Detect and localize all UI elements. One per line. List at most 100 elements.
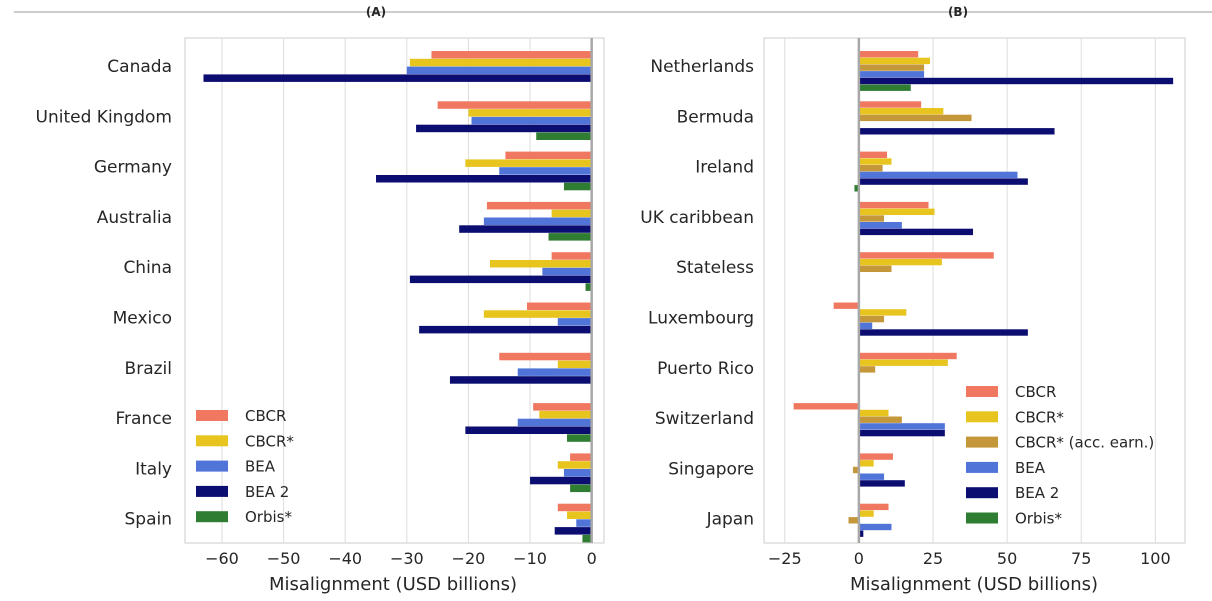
panel-b-bar-bea-2 — [858, 429, 945, 437]
panel-b-bar-bea-2 — [858, 530, 864, 537]
panel-a-bar-bea-2 — [376, 175, 592, 183]
panel-b-category-label: Luxembourg — [648, 309, 754, 329]
panel-b-frame — [763, 37, 1186, 544]
panel-a-bar-bea-2 — [203, 74, 592, 82]
panel-b-category-label: Ireland — [695, 158, 754, 178]
panel-a-bar-cbcr — [567, 511, 592, 519]
panel-b-legend-label: CBCR* — [1015, 408, 1064, 426]
panel-a-x-tick-label: −20 — [452, 549, 486, 568]
panel-a-legend-swatch — [196, 511, 228, 523]
panel-a-category-label: United Kingdom — [36, 107, 172, 127]
panel-b-bar-cbcr-acc-earn — [858, 265, 892, 272]
panel-b-bar-cbcr-acc-earn — [858, 416, 902, 423]
panel-a-bar-orbis — [563, 182, 592, 191]
panel-a-category-label: China — [123, 258, 172, 278]
panel-a-bar-bea — [406, 66, 592, 75]
panel-a-x-axis-title: Misalignment (USD billions) — [269, 574, 517, 595]
panel-b-bar-orbis — [854, 185, 859, 192]
panel-b-bar-cbcr-acc-earn — [858, 366, 876, 373]
panel-a-bar-cbcr — [557, 503, 592, 512]
panel-b-bar-cbcr — [858, 309, 907, 316]
panel-a-bar-cbcr — [557, 461, 592, 469]
panel-a-bar-orbis — [567, 434, 592, 442]
panel-b-bar-bea-2 — [858, 480, 905, 487]
panel-a-x-ticks: −60 −50 −40 −30 −20 −10 0 — [205, 549, 597, 568]
panel-a-legend-label: BEA — [245, 458, 276, 476]
panel-b-bar-bea — [858, 222, 902, 229]
panel-b-x-tick-label: −25 — [768, 549, 802, 568]
panel-b-category-label: Switzerland — [655, 409, 754, 429]
panel-a-bar-bea — [517, 418, 592, 427]
panel-a-bar-orbis — [585, 283, 592, 291]
panel-a-bar-cbcr — [539, 410, 592, 419]
panel-a-bar-cbcr — [483, 310, 592, 318]
panel-a-category-label: Germany — [94, 158, 172, 178]
panel-a-bar-bea — [557, 318, 592, 326]
panel-a-bar-cbcr — [551, 209, 592, 218]
panel-b-legend-label: BEA 2 — [1015, 484, 1059, 502]
panel-a-bar-cbcr — [533, 403, 592, 411]
panel-b-bar-bea-2 — [858, 228, 974, 236]
panel-b-legend-swatch — [966, 487, 998, 499]
panel-b-bar-cbcr-acc-earn — [858, 215, 885, 222]
panel-b-bar-cbcr — [858, 101, 922, 108]
panel-b-title: (B) — [948, 5, 968, 19]
panel-a-x-tick-label: −40 — [328, 549, 362, 568]
panel-b-bar-cbcr — [858, 158, 892, 165]
panel-b-legend-label: CBCR — [1015, 383, 1056, 401]
panel-b-bar-cbcr — [858, 352, 957, 360]
panel-b-legend-label: BEA — [1015, 459, 1046, 477]
panel-b-bars — [793, 51, 1174, 537]
panel-a-bar-cbcr — [526, 302, 592, 310]
panel-b-legend-swatch — [966, 436, 998, 448]
panel-a-bar-bea-2 — [416, 124, 592, 133]
panel-b-bar-bea — [858, 322, 873, 329]
panel-b-bar-cbcr-acc-earn — [848, 517, 859, 524]
panel-a-legend-swatch — [196, 485, 228, 497]
panel-b-bar-cbcr — [858, 359, 948, 366]
panel-b-bar-bea — [858, 523, 892, 531]
panel-b-bar-cbcr — [793, 403, 859, 410]
panel-b-x-tick-label: 50 — [997, 549, 1017, 568]
panel-b-bar-bea — [858, 473, 885, 480]
panel-b-bar-orbis — [858, 84, 911, 91]
panel-b-bar-cbcr — [858, 453, 893, 460]
panel-a-bar-bea — [499, 167, 592, 175]
panel-b-legend-label: CBCR* (acc. earn.) — [1015, 434, 1154, 452]
panel-b-bar-cbcr — [858, 57, 931, 65]
panel-a-bar-cbcr — [468, 109, 592, 117]
panel-a-legend-swatch — [196, 460, 228, 472]
panel-b-category-label: Stateless — [676, 258, 754, 278]
panel-a-legend: CBCR CBCR* BEA BEA 2 Orbis* — [196, 407, 294, 526]
panel-b-category-label: Singapore — [668, 459, 754, 479]
panel-a-bar-bea-2 — [530, 476, 592, 485]
panel-b-legend-swatch — [966, 512, 998, 524]
panel-b-legend-swatch — [966, 411, 998, 423]
panel-a-bar-cbcr — [570, 453, 592, 461]
panel-b-x-tick-label: 100 — [1140, 549, 1171, 568]
panel-a-bar-cbcr — [490, 260, 592, 268]
panel-a-bar-cbcr — [499, 352, 592, 361]
panel-b-bar-cbcr — [858, 409, 889, 417]
panel-a-bars — [203, 51, 592, 543]
panel-a-bar-bea — [517, 368, 592, 376]
panel-a-category-label: Brazil — [125, 359, 172, 379]
panel-b-category-label: UK caribbean — [640, 208, 754, 228]
panel-b-bar-bea-2 — [858, 178, 1028, 185]
panel-b-category-label: Puerto Rico — [657, 359, 754, 379]
panel-a-bar-orbis — [570, 484, 592, 493]
panel-a-category-label: Italy — [135, 459, 172, 479]
panel-a-bar-bea-2 — [465, 426, 592, 434]
panel-a-bar-bea — [576, 519, 592, 527]
panel-a-bar-bea-2 — [449, 376, 592, 384]
panel-b-bar-cbcr — [858, 258, 942, 266]
panel-b-bar-bea-2 — [858, 77, 1174, 85]
panel-b-bar-cbcr-acc-earn — [858, 315, 885, 323]
panel-b-x-ticks: −25 0 25 50 75 100 — [768, 549, 1171, 568]
panel-b-x-axis-title: Misalignment (USD billions) — [850, 574, 1098, 595]
panel-a-bar-cbcr — [557, 360, 592, 369]
panel-b-bar-cbcr-acc-earn — [852, 466, 859, 474]
panel-a-bar-bea — [542, 267, 592, 276]
panel-a-category-labels: Canada United Kingdom Germany Australia Chin… — [36, 57, 172, 530]
panel-b-bar-cbcr — [858, 108, 944, 115]
